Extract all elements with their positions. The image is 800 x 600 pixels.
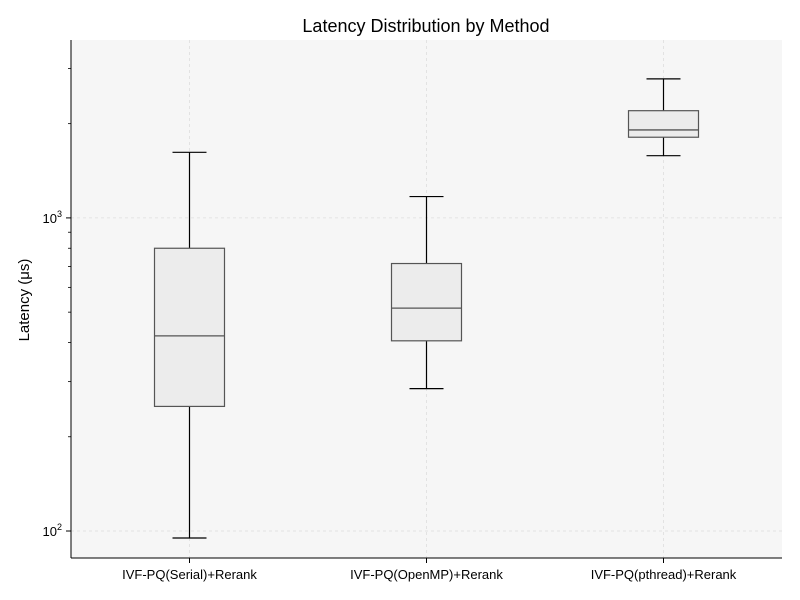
y-axis-label: Latency (μs) [16, 259, 33, 342]
box-plot-2 [390, 195, 463, 390]
iqr-box [627, 110, 700, 138]
box-plot-3 [627, 78, 700, 157]
y-tick-label: 103 [43, 209, 62, 226]
axes [66, 40, 782, 563]
iqr-box [390, 262, 463, 342]
tick-labels: 102 103 IVF-PQ(Serial)+Rerank IVF-PQ(OpenMP… [43, 209, 737, 582]
x-tick-label: IVF-PQ(pthread)+Rerank [591, 567, 737, 582]
x-tick-label: IVF-PQ(Serial)+Rerank [122, 567, 257, 582]
box-plot-1 [153, 151, 226, 539]
x-tick-label: IVF-PQ(OpenMP)+Rerank [350, 567, 503, 582]
iqr-box [153, 247, 226, 408]
y-tick-label: 102 [43, 522, 62, 539]
chart-title: Latency Distribution by Method [302, 16, 549, 36]
boxes-layer [153, 78, 700, 539]
